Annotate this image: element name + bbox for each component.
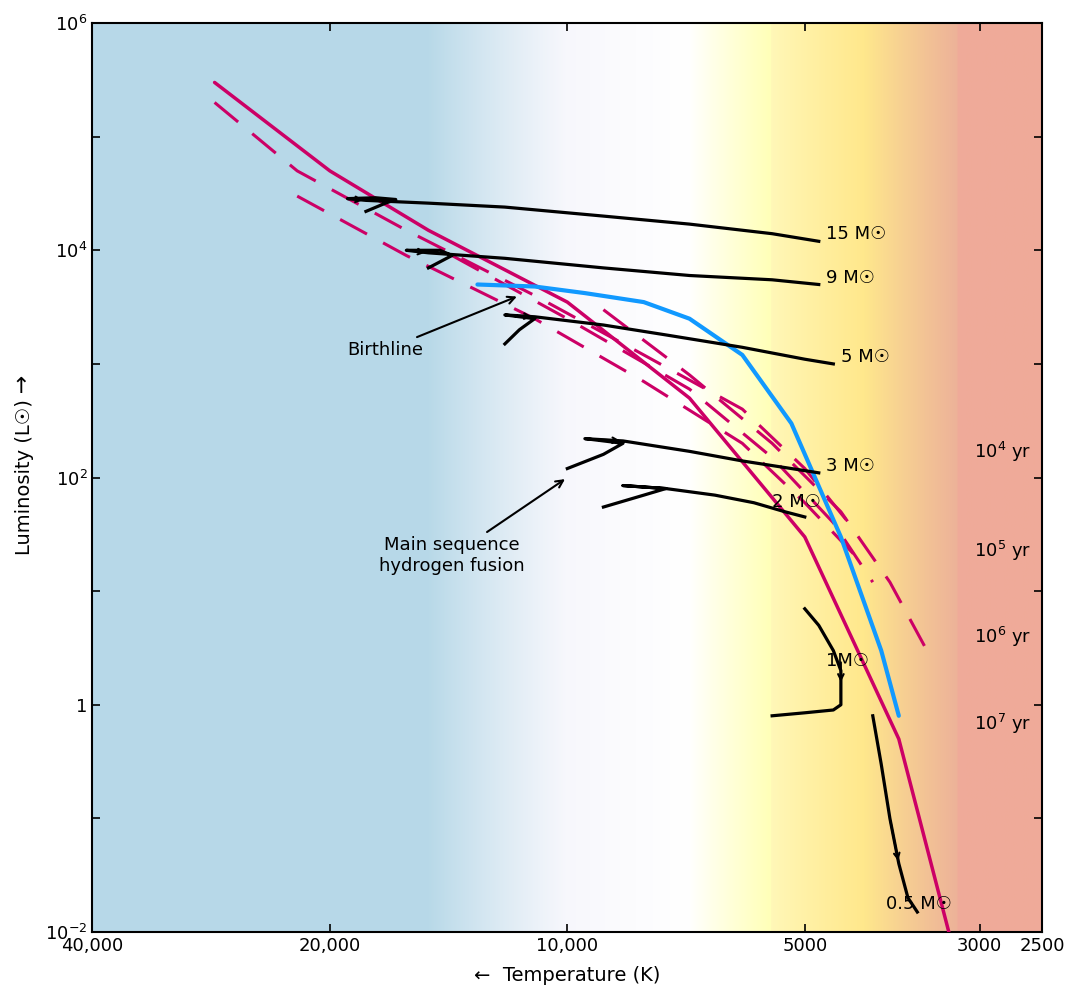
Text: 5 M☉: 5 M☉ [841,348,890,366]
Y-axis label: Luminosity (L☉): Luminosity (L☉) [15,400,33,555]
Text: 3 M☉: 3 M☉ [826,457,875,475]
Text: $10^5$ yr: $10^5$ yr [974,539,1031,563]
Text: 0.5 M☉: 0.5 M☉ [886,895,951,913]
Text: Birthline: Birthline [348,297,515,359]
Text: 1M☉: 1M☉ [826,652,869,670]
X-axis label: ←  Temperature (K): ← Temperature (K) [474,966,661,985]
Text: ↑: ↑ [12,377,30,397]
Text: $10^4$ yr: $10^4$ yr [974,439,1031,464]
Text: $10^7$ yr: $10^7$ yr [974,712,1031,736]
Text: $10^6$ yr: $10^6$ yr [974,625,1031,649]
Text: 15 M☉: 15 M☉ [826,225,887,243]
Text: 9 M☉: 9 M☉ [826,269,875,287]
Text: 2 M☉: 2 M☉ [772,493,821,511]
Text: Main sequence
hydrogen fusion: Main sequence hydrogen fusion [379,480,563,575]
